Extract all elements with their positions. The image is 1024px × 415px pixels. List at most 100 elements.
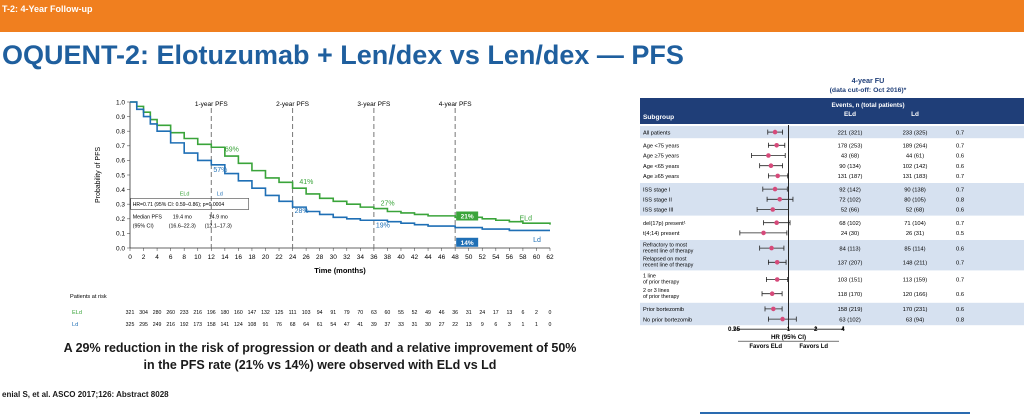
x-tick-label: 36	[370, 254, 378, 261]
stats-col-ld: Ld	[217, 191, 223, 197]
at-risk-value: 36	[452, 310, 458, 316]
at-risk-value: 31	[466, 310, 472, 316]
x-tick-label: 50	[465, 254, 473, 261]
x-tick-label: 12	[208, 254, 216, 261]
y-tick-label: 0.2	[116, 216, 125, 223]
forest-hr-point	[774, 220, 779, 225]
eld-value-label: 27%	[381, 201, 395, 208]
slide-title: OQUENT-2: Elotuzumab + Len/dex vs Len/de…	[2, 40, 684, 70]
x-tick-label: 14	[221, 254, 229, 261]
at-risk-value: 24	[479, 310, 485, 316]
forest-hr-value: 0.5	[956, 231, 964, 237]
forest-header-band	[640, 98, 1024, 124]
at-risk-value: 17	[493, 310, 499, 316]
stats-hr-line: HR=0.71 (95% CI: 0.59–0.86); p=0.0004	[133, 202, 225, 208]
x-tick-label: 18	[248, 254, 256, 261]
forest-eld-events: 137 (207)	[838, 261, 863, 267]
at-risk-value: 158	[207, 322, 216, 328]
stats-ci-eld: (16.6–22.3)	[169, 223, 196, 229]
at-risk-value: 64	[303, 322, 309, 328]
at-risk-value: 6	[521, 310, 524, 316]
x-tick-label: 24	[289, 254, 297, 261]
forest-hr-value: 0.7	[956, 144, 964, 150]
at-risk-value: 125	[275, 310, 284, 316]
forest-hr-point	[780, 316, 785, 322]
at-risk-value: 70	[357, 310, 363, 316]
x-tick-label: 40	[397, 254, 405, 261]
milestone-label: 1-year PFS	[195, 101, 229, 108]
x-tick-label: 16	[235, 254, 243, 261]
forest-row-label: No prior bortezomib	[643, 317, 692, 323]
at-risk-value: 33	[398, 322, 404, 328]
milestone-label: 4-year PFS	[439, 101, 473, 108]
at-risk-value: 147	[248, 310, 257, 316]
forest-hr-value: 0.6	[956, 208, 964, 214]
forest-title: 4-year FU	[852, 76, 885, 85]
forest-x-tick-label: 2	[814, 326, 818, 333]
forest-eld-events: 52 (66)	[841, 208, 859, 214]
forest-row-label: ISS stage II	[643, 198, 672, 204]
at-risk-value: 0	[549, 322, 552, 328]
forest-col-ld: Ld	[911, 111, 919, 118]
at-risk-value: 13	[466, 322, 472, 328]
y-tick-label: 0.4	[116, 187, 125, 194]
x-tick-label: 56	[506, 254, 514, 261]
at-risk-value: 249	[153, 322, 162, 328]
x-tick-label: 54	[492, 254, 500, 261]
at-risk-value: 91	[263, 322, 269, 328]
forest-row-label: t(4;14) present	[643, 231, 680, 237]
x-tick-label: 58	[519, 254, 527, 261]
forest-ld-events: 233 (325)	[903, 130, 928, 136]
forest-hr-point	[770, 207, 776, 212]
x-tick-label: 22	[275, 254, 283, 261]
forest-events-header: Events, n (total patients)	[831, 102, 904, 109]
forest-ld-events: 170 (231)	[903, 307, 928, 313]
forest-row-label: All patients	[643, 130, 671, 136]
forest-group-band	[640, 240, 1024, 271]
forest-ld-events: 80 (105)	[904, 198, 926, 204]
forest-hr-value: 0.7	[956, 130, 964, 136]
forest-eld-events: 72 (102)	[839, 198, 861, 204]
forest-ld-events: 120 (166)	[903, 292, 928, 298]
stats-col-eld: ELd	[180, 191, 190, 197]
at-risk-value: 132	[261, 310, 270, 316]
at-risk-value: 76	[276, 322, 282, 328]
at-risk-value: 321	[126, 310, 135, 316]
at-risk-value: 216	[166, 322, 175, 328]
forest-eld-events: 221 (321)	[838, 130, 863, 136]
y-tick-label: 1.0	[116, 99, 125, 106]
forest-x-tick-label: 4	[841, 326, 845, 333]
at-risk-value: 2	[535, 310, 538, 316]
at-risk-value: 325	[126, 322, 135, 328]
stats-median-label: Median PFS	[133, 214, 163, 220]
forest-hr-point	[766, 153, 771, 158]
forest-col-eld: ELd	[844, 111, 856, 118]
forest-hr-value: 0.6	[956, 292, 964, 298]
forest-row-label: ISS stage III	[643, 208, 674, 214]
x-tick-label: 46	[438, 254, 446, 261]
forest-group-band	[640, 126, 1024, 139]
x-tick-label: 42	[411, 254, 419, 261]
eld-value-label: 41%	[299, 179, 313, 186]
at-risk-value: 60	[385, 310, 391, 316]
at-risk-value: 79	[344, 310, 350, 316]
at-risk-value: 61	[317, 322, 323, 328]
at-risk-value: 39	[371, 322, 377, 328]
forest-hr-value: 0.6	[956, 246, 964, 252]
forest-eld-events: 178 (253)	[838, 144, 863, 150]
eld-value-label: 69%	[225, 147, 239, 154]
at-risk-value: 94	[317, 310, 323, 316]
forest-hr-point	[772, 129, 778, 135]
at-risk-value: 180	[221, 310, 230, 316]
forest-ld-events: 63 (94)	[906, 317, 924, 323]
x-tick-label: 48	[452, 254, 460, 261]
caption-line-2: in the PFS rate (21% vs 14%) were observ…	[143, 358, 497, 372]
ld-value-label: 28%	[295, 208, 309, 215]
x-tick-label: 52	[479, 254, 487, 261]
forest-group-band	[640, 302, 1024, 326]
at-risk-value: 13	[506, 310, 512, 316]
milestone-label: 2-year PFS	[276, 101, 310, 108]
at-risk-value: 0	[549, 310, 552, 316]
forest-x-axis-label: HR (95% CI)	[771, 334, 806, 341]
y-tick-label: 0.3	[116, 202, 125, 209]
